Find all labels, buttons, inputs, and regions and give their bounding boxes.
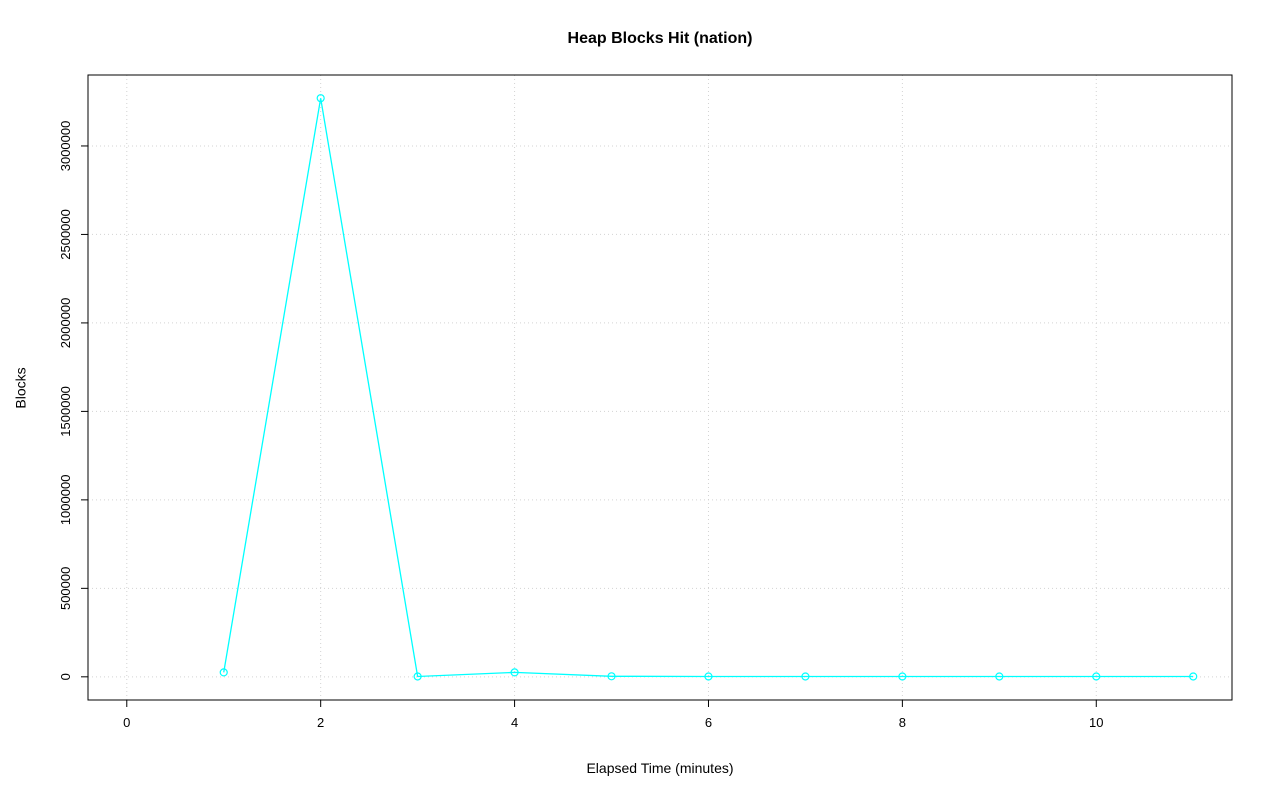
y-tick-label: 2000000 xyxy=(58,298,73,349)
data-point xyxy=(1189,672,1198,681)
x-tick-label: 0 xyxy=(123,715,130,730)
x-tick-label: 2 xyxy=(317,715,324,730)
y-tick-label: 1500000 xyxy=(58,386,73,437)
data-point xyxy=(510,668,519,677)
data-point xyxy=(607,672,616,681)
data-point xyxy=(898,672,907,681)
data-point xyxy=(219,668,228,677)
chart-title: Heap Blocks Hit (nation) xyxy=(567,30,753,47)
y-tick-label: 500000 xyxy=(58,567,73,610)
data-point xyxy=(413,672,422,681)
plot-border xyxy=(87,74,1233,701)
x-tick-label: 6 xyxy=(705,715,712,730)
y-tick-label: 3000000 xyxy=(58,121,73,172)
data-line xyxy=(223,98,1194,678)
y-tick-label: 2500000 xyxy=(58,209,73,260)
data-point xyxy=(704,672,713,681)
x-tick-label: 4 xyxy=(511,715,518,730)
x-tick-label: 10 xyxy=(1089,715,1103,730)
data-point xyxy=(995,672,1004,681)
x-tick-label: 8 xyxy=(899,715,906,730)
data-point xyxy=(316,94,325,103)
y-tick-label: 1000000 xyxy=(58,475,73,526)
y-tick-label: 0 xyxy=(58,673,73,680)
data-point xyxy=(1092,672,1101,681)
x-axis-label: Elapsed Time (minutes) xyxy=(586,760,734,776)
data-point xyxy=(801,672,810,681)
